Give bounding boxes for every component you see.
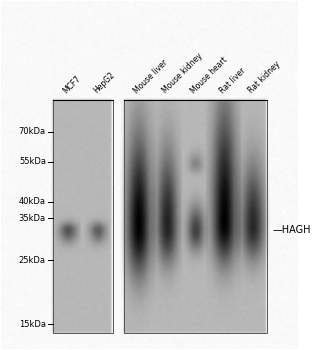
Text: Mouse kidney: Mouse kidney: [161, 51, 204, 95]
Text: Rat kidney: Rat kidney: [246, 60, 282, 95]
Text: HepG2: HepG2: [91, 70, 116, 95]
Text: MCF7: MCF7: [62, 74, 83, 95]
Text: 35kDa: 35kDa: [19, 214, 46, 223]
Text: Mouse liver: Mouse liver: [133, 58, 170, 95]
Text: Rat liver: Rat liver: [218, 66, 247, 95]
Text: Mouse heart: Mouse heart: [189, 55, 230, 95]
Text: 40kDa: 40kDa: [19, 197, 46, 206]
Text: —HAGH: —HAGH: [273, 225, 311, 235]
Text: 25kDa: 25kDa: [19, 256, 46, 265]
Text: 70kDa: 70kDa: [19, 127, 46, 136]
Bar: [125, 100, 267, 333]
Bar: [53, 100, 113, 333]
Text: 15kDa: 15kDa: [19, 320, 46, 329]
Text: 55kDa: 55kDa: [19, 158, 46, 166]
